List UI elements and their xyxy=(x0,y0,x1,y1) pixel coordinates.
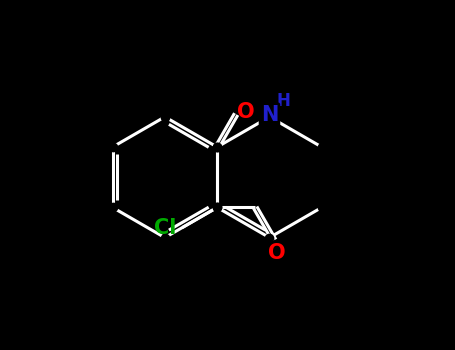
Text: N: N xyxy=(261,105,278,125)
Text: N: N xyxy=(261,105,278,125)
Text: Cl: Cl xyxy=(154,218,177,238)
Text: O: O xyxy=(268,243,285,263)
Text: H: H xyxy=(277,92,291,110)
Text: O: O xyxy=(237,102,255,122)
